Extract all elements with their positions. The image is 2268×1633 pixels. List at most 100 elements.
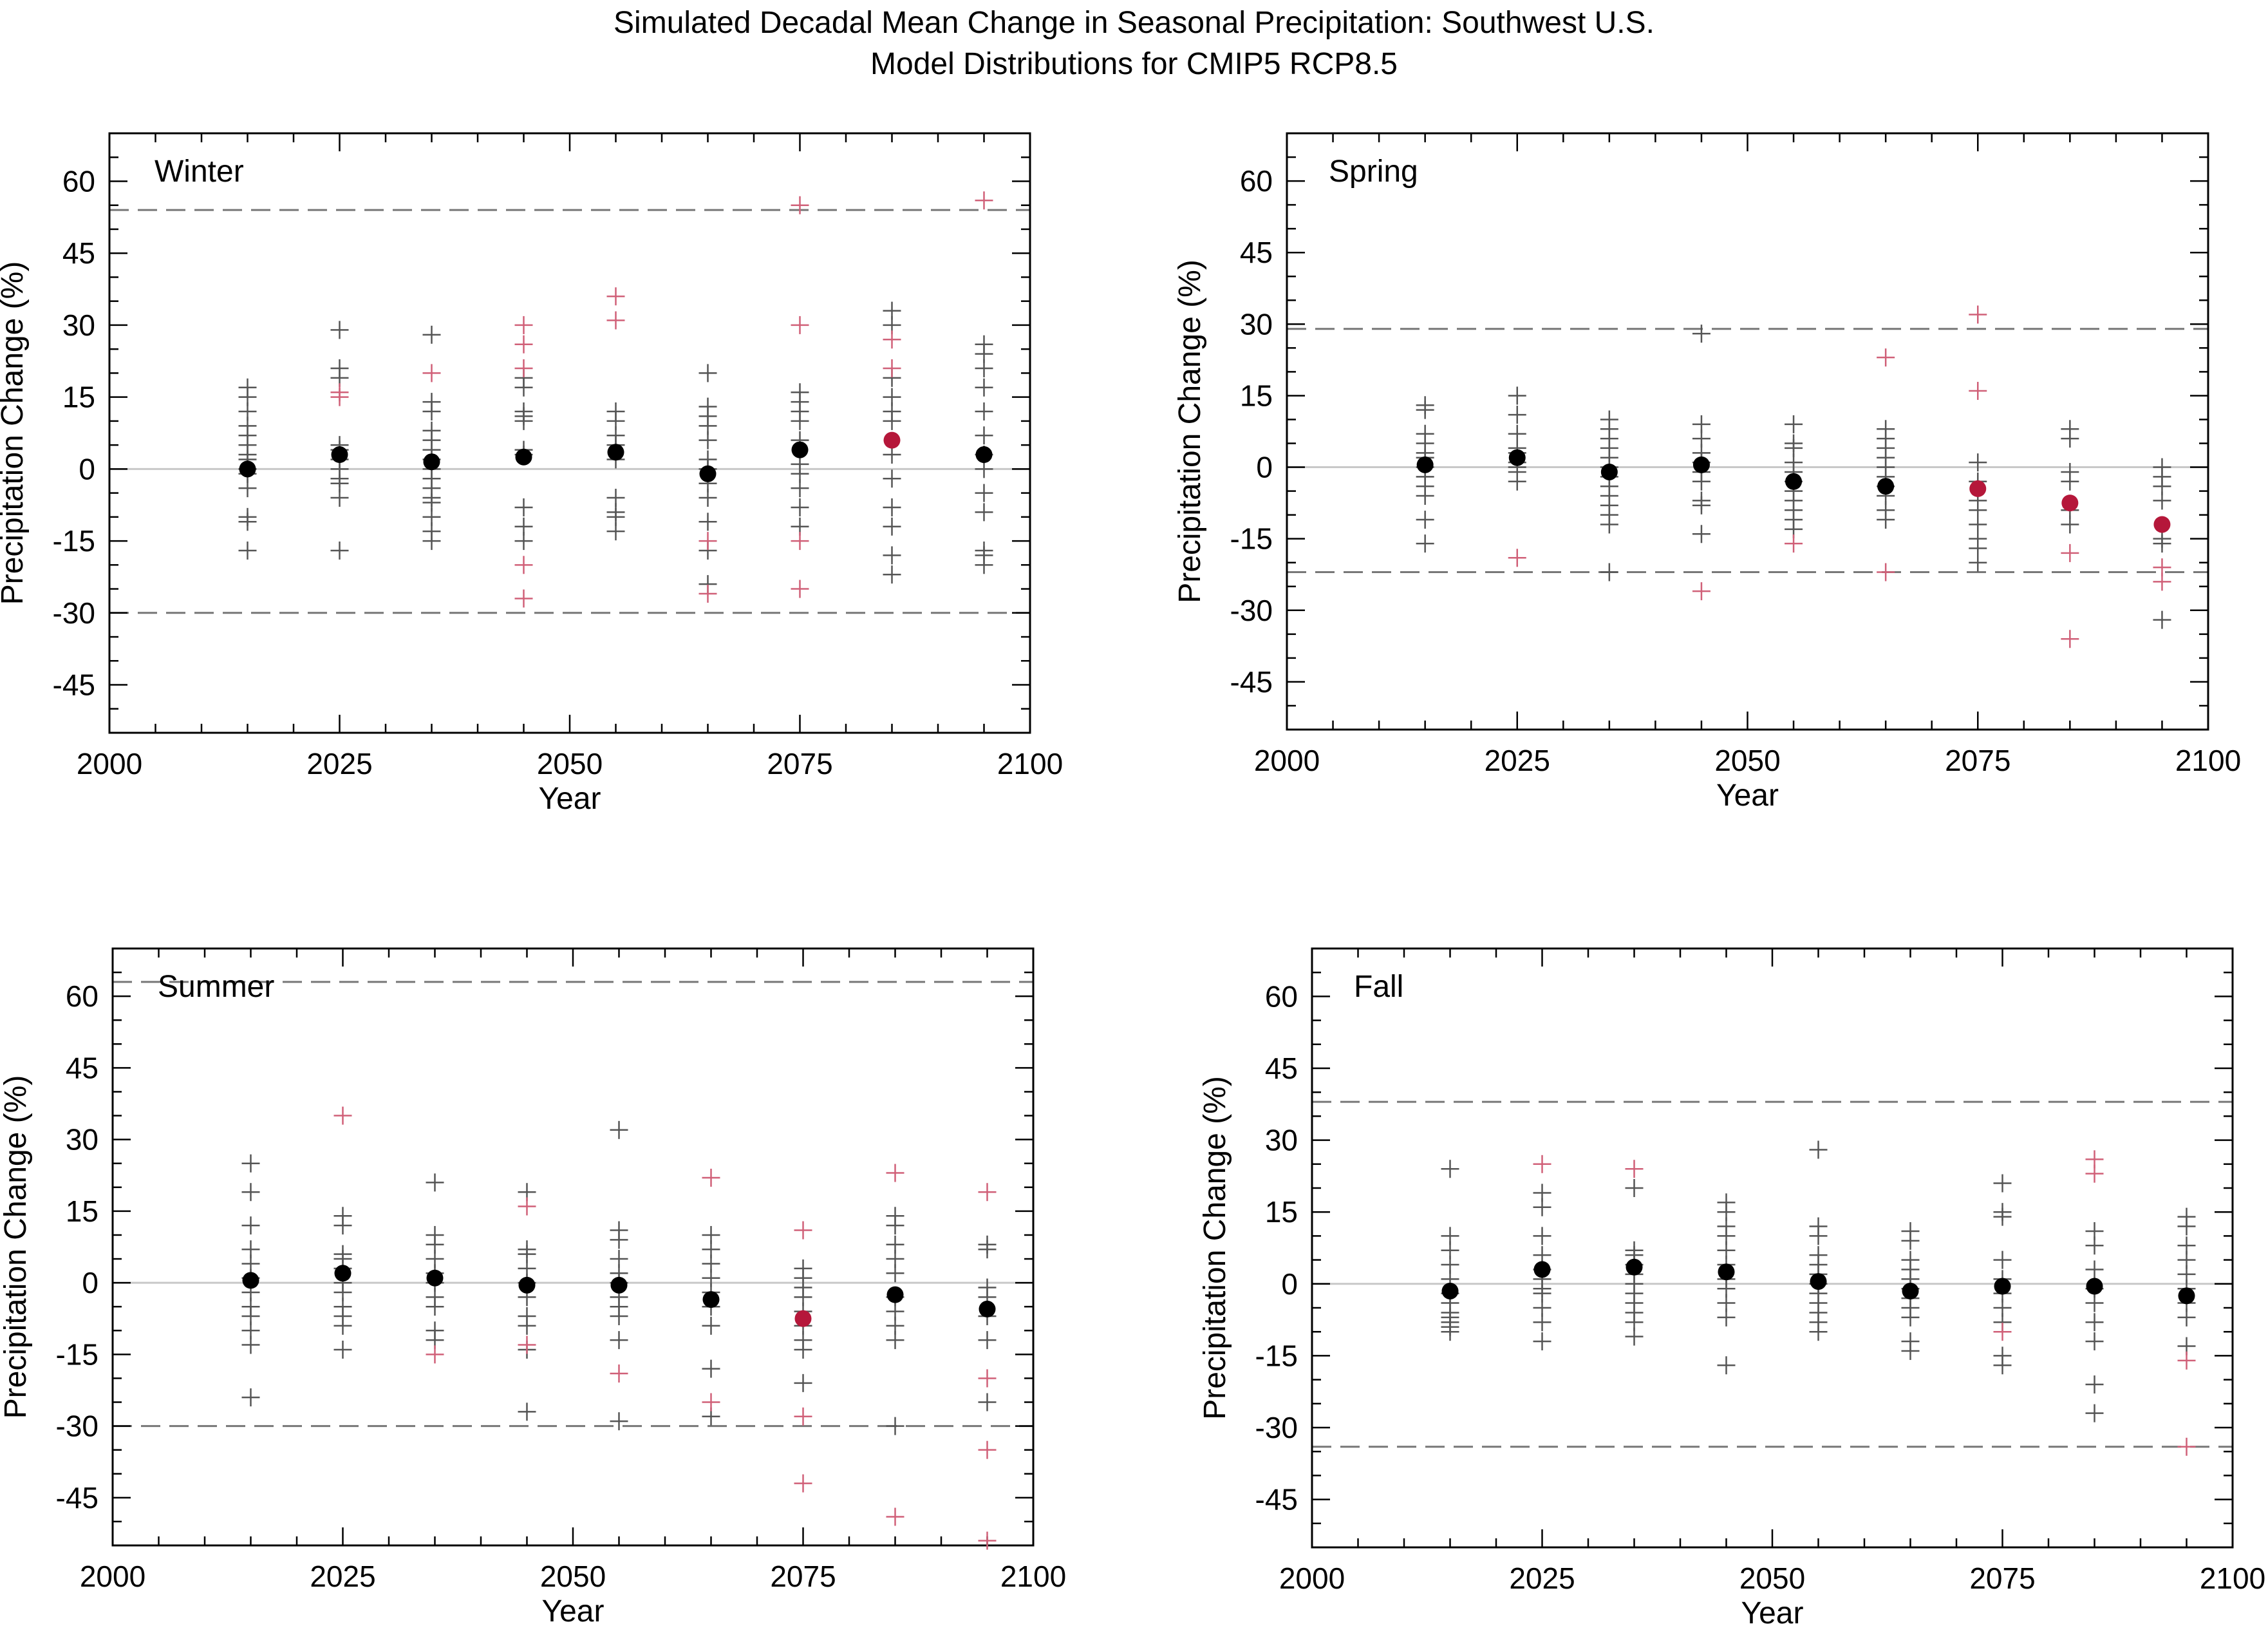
model-cross (698, 489, 717, 507)
model-cross (610, 1231, 628, 1249)
model-cross (1625, 1327, 1644, 1346)
panel-winter: 2000 2025 2050 2075 2100 -45 -30 -15 0 15 30 45 60 Ye… (0, 132, 1063, 816)
model-cross (2153, 534, 2171, 553)
model-cross-significant (978, 1183, 997, 1202)
model-cross-significant (978, 1369, 997, 1388)
model-cross (1692, 496, 1710, 514)
model-cross (2177, 1217, 2196, 1236)
x-axis-label: Year (1716, 779, 1779, 813)
model-cross (883, 517, 901, 536)
mean-point (791, 441, 809, 458)
figure-title: Simulated Decadal Mean Change in Seasona… (0, 0, 2268, 85)
model-cross (610, 1120, 628, 1139)
model-cross (518, 1316, 536, 1335)
model-cross-significant (702, 1393, 720, 1411)
x-axis-label: Year (1741, 1596, 1804, 1630)
model-cross (1692, 325, 1710, 343)
panel-spring: 2000 2025 2050 2075 2100 -45 -30 -15 0 15 30 45 60 Ye… (1173, 132, 2241, 813)
panel-title: Fall (1354, 970, 1403, 1004)
model-cross-significant (791, 580, 809, 598)
y-tick-label: -45 (1255, 1483, 1298, 1516)
model-cross (2085, 1313, 2104, 1332)
model-cross-significant (518, 1336, 536, 1354)
x-tick-label: 2100 (2200, 1562, 2265, 1595)
x-tick-label: 2050 (1714, 744, 1780, 777)
model-cross (975, 378, 993, 397)
model-cross (2085, 1236, 2104, 1255)
model-cross-significant (606, 287, 625, 306)
model-cross (1877, 511, 1895, 529)
model-cross-significant (698, 585, 717, 603)
model-cross (702, 1359, 720, 1378)
figure-title-line-2: Model Distributions for CMIP5 RCP8.5 (870, 47, 1398, 81)
model-cross-significant (1785, 534, 1803, 553)
model-cross (1625, 1179, 1644, 1197)
model-cross (238, 513, 257, 531)
model-cross (2153, 610, 2171, 629)
x-tick-label: 2075 (767, 747, 832, 780)
x-tick-label: 2000 (1279, 1562, 1345, 1595)
model-cross-significant (2085, 1164, 2104, 1183)
x-tick-label: 2075 (1969, 1562, 2035, 1595)
model-cross (514, 532, 533, 551)
model-cross-significant (975, 191, 993, 210)
model-cross (975, 426, 993, 445)
mean-point (1600, 463, 1618, 480)
model-cross (978, 1393, 997, 1411)
model-cross (1692, 472, 1710, 491)
y-axis-label: Precipitation Change (%) (0, 261, 30, 605)
mean-point (1508, 449, 1526, 466)
model-cross (241, 1216, 260, 1235)
model-cross (975, 460, 993, 478)
x-tick-label: 2050 (1739, 1562, 1805, 1595)
y-tick-label: 0 (1256, 451, 1273, 484)
model-cross (975, 556, 993, 574)
model-cross (978, 1240, 997, 1259)
mean-point (242, 1272, 259, 1289)
mean-point (975, 446, 993, 464)
y-tick-label: 60 (1240, 164, 1273, 198)
model-cross (1901, 1231, 1920, 1250)
y-tick-label: 15 (62, 381, 95, 414)
x-tick-label: 2000 (80, 1560, 145, 1593)
y-tick-label: 60 (62, 164, 95, 198)
model-cross-significant (2061, 543, 2079, 562)
model-cross-significant (426, 1345, 444, 1364)
mean-point (1994, 1278, 2011, 1295)
y-tick-label: -15 (1255, 1339, 1298, 1372)
mean-point (515, 448, 532, 466)
model-cross (698, 513, 717, 531)
model-cross (1993, 1207, 2012, 1226)
model-cross-significant (794, 1474, 812, 1493)
model-cross-significant (1533, 1155, 1551, 1173)
mean-point (886, 1286, 904, 1303)
y-tick-label: 60 (66, 979, 98, 1013)
mean-point-significant (883, 431, 901, 449)
model-cross (330, 489, 349, 507)
model-cross (1533, 1332, 1551, 1351)
model-cross-significant (514, 359, 533, 377)
model-cross-significant (2177, 1437, 2196, 1456)
x-tick-label: 2075 (1945, 744, 2010, 777)
panel-title: Spring (1329, 155, 1418, 189)
y-tick-label: 0 (79, 452, 95, 486)
model-cross-significant (514, 556, 533, 574)
model-cross (241, 1154, 260, 1173)
model-cross (426, 1173, 444, 1192)
mean-point (1902, 1282, 1919, 1299)
model-cross (238, 541, 257, 560)
model-cross (333, 1316, 352, 1335)
model-cross (2085, 1332, 2104, 1351)
model-cross (241, 1183, 260, 1202)
model-cross (975, 359, 993, 377)
y-tick-label: 45 (1265, 1052, 1298, 1085)
model-cross (1416, 534, 1434, 553)
model-cross (978, 1331, 997, 1350)
x-tick-label: 2050 (537, 747, 603, 780)
mean-point (1441, 1282, 1459, 1299)
y-tick-label: -30 (53, 596, 95, 630)
model-cross (698, 431, 717, 449)
model-cross (241, 1336, 260, 1354)
y-tick-label: 30 (62, 308, 95, 342)
mean-point (1810, 1273, 1827, 1290)
